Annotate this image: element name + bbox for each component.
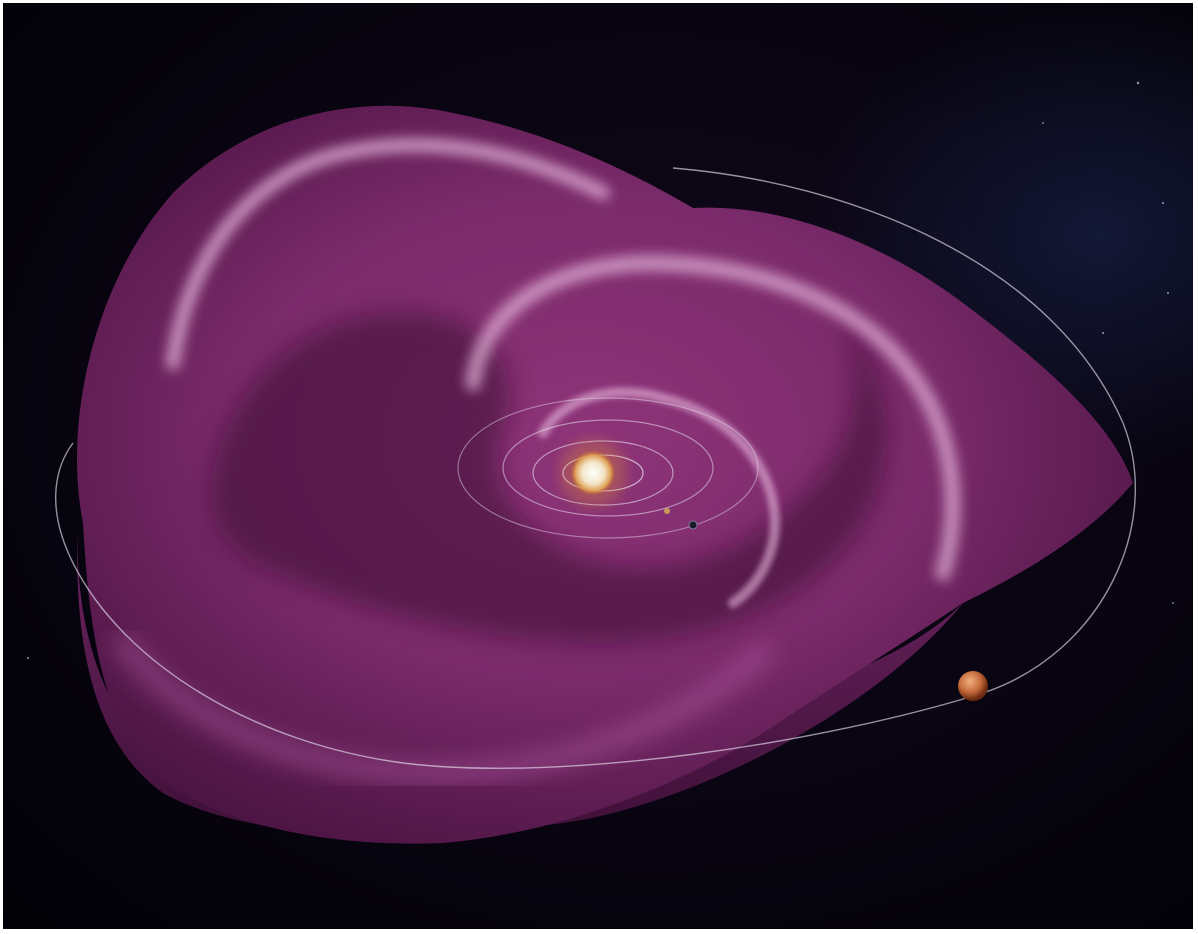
sheet-highlight-inner [538, 387, 780, 608]
inner-planet [664, 508, 670, 514]
current-sheet-illustration [3, 3, 1193, 929]
sun [571, 451, 615, 495]
sheet-highlight-lower [114, 634, 772, 783]
earth-like-planet [688, 520, 698, 530]
sheet-highlight-spiral [465, 254, 961, 581]
sheet-inner-shadow [211, 311, 888, 643]
outer-planet [958, 671, 988, 701]
sheet-lower-fold [77, 523, 963, 839]
space-background [3, 3, 1193, 929]
sheet-highlight-outer [166, 138, 610, 370]
stars [27, 81, 1174, 659]
